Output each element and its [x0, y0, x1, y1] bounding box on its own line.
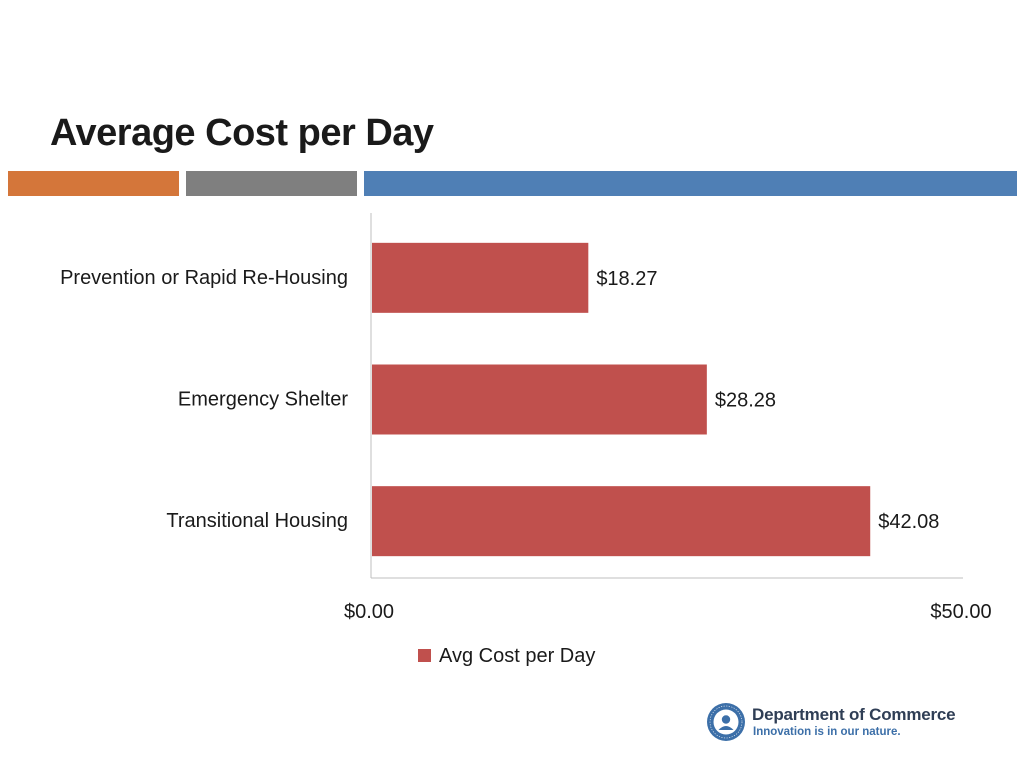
category-label-2: Emergency Shelter	[178, 389, 348, 411]
slide-title: Average Cost per Day	[50, 112, 434, 154]
org-tagline: Innovation is in our nature.	[753, 726, 901, 738]
legend-label: Avg Cost per Day	[439, 645, 595, 667]
bar-3	[372, 486, 871, 557]
legend-swatch	[418, 649, 431, 662]
washington-state-seal-icon	[707, 703, 745, 741]
org-name: Department of Commerce	[752, 705, 956, 724]
bar-1	[372, 242, 589, 313]
accent-bar-orange	[8, 171, 179, 196]
department-of-commerce-logo: Department of Commerce Innovation is in …	[706, 702, 976, 744]
data-label-1: $18.27	[596, 268, 657, 290]
accent-bar-blue	[364, 171, 1017, 196]
category-label-3: Transitional Housing	[166, 510, 348, 532]
x-tick-label-1: $0.00	[344, 601, 394, 623]
category-label-1: Prevention or Rapid Re-Housing	[60, 267, 348, 289]
data-label-2: $28.28	[715, 390, 776, 412]
bar-2	[372, 364, 707, 435]
accent-bar-gray	[186, 171, 357, 196]
data-label-3: $42.08	[878, 511, 939, 533]
x-tick-label-2: $50.00	[930, 601, 991, 623]
